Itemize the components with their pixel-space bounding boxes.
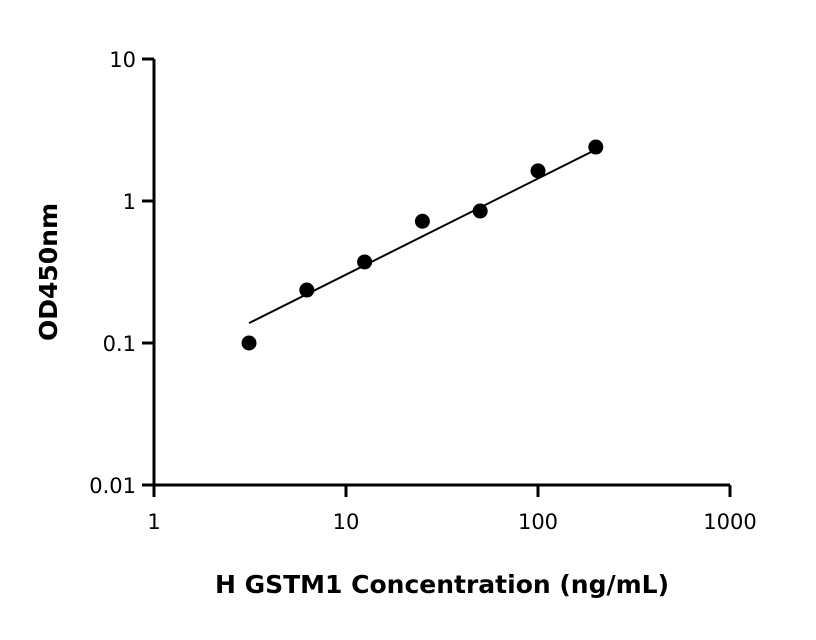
- y-tick-label: 0.1: [103, 332, 136, 356]
- y-tick-label: 1: [123, 190, 136, 214]
- data-point: [530, 163, 546, 179]
- data-point: [357, 254, 373, 270]
- axes: [142, 57, 732, 497]
- data-point: [299, 282, 315, 298]
- fit-line: [248, 148, 597, 325]
- y-axis-label: OD450nm: [34, 203, 63, 341]
- data-point: [588, 139, 604, 155]
- data-marks: [241, 139, 604, 351]
- y-tick-label: 0.01: [89, 474, 136, 498]
- x-tick-label: 100: [518, 510, 558, 534]
- x-tick-label: 1: [147, 510, 160, 534]
- data-point: [241, 335, 257, 351]
- data-point: [414, 213, 430, 229]
- x-tick-label: 1000: [703, 510, 756, 534]
- tick-labels: 1 10 100 1000 0.01 0.1 1 10: [89, 48, 756, 534]
- x-tick-label: 10: [333, 510, 360, 534]
- data-point: [472, 203, 488, 219]
- x-axis-label: H GSTM1 Concentration (ng/mL): [215, 570, 669, 599]
- y-tick-label: 10: [109, 48, 136, 72]
